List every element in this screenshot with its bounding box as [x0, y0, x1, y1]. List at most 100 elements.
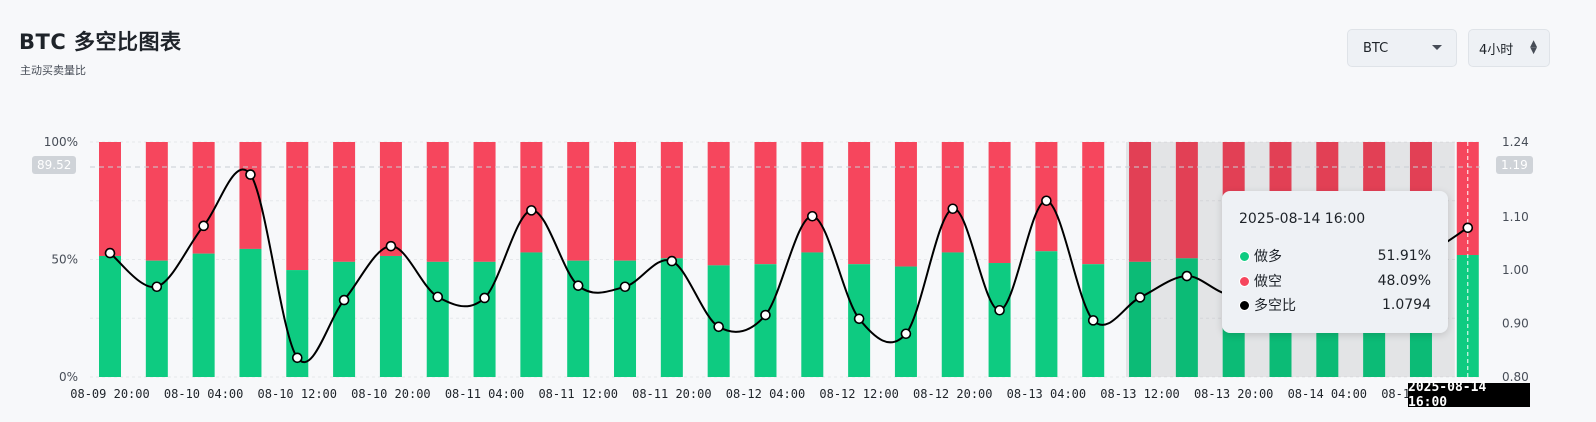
left-tick-label: 100%: [44, 135, 78, 149]
long-bar: [192, 253, 215, 377]
tooltip-label-short: 做空: [1254, 274, 1282, 290]
right-tick-label: 0.80: [1502, 370, 1529, 384]
short-bar: [426, 142, 449, 262]
ratio-point: [338, 294, 350, 306]
period-select[interactable]: 4小时 ▲ ▼: [1468, 29, 1550, 67]
x-tick-label: 08-12 04:00: [726, 387, 805, 401]
short-bar: [1082, 142, 1105, 265]
x-tick-label: 08-12 12:00: [819, 387, 898, 401]
right-tick-label: 0.90: [1502, 317, 1529, 331]
long-bar: [333, 261, 356, 377]
long-bar: [894, 266, 917, 377]
short-bar: [660, 142, 683, 259]
right-tick-label: 1.24: [1502, 135, 1529, 149]
right-tick-label: 1.00: [1502, 263, 1529, 277]
x-tick-label: 08-13 04:00: [1007, 387, 1086, 401]
long-bar: [426, 261, 449, 377]
coin-select[interactable]: BTC: [1347, 29, 1457, 67]
left-tick-label: 0%: [59, 370, 78, 384]
long-bar: [99, 255, 121, 377]
ratio-point: [432, 291, 444, 303]
x-tick-label: 08-12 20:00: [913, 387, 992, 401]
short-bar: [614, 142, 637, 261]
short-bar: [239, 142, 262, 249]
short-bar: [520, 142, 543, 253]
short-bar: [192, 142, 215, 254]
ratio-point: [1087, 315, 1099, 326]
short-bar: [1175, 142, 1198, 259]
ratio-point: [806, 210, 818, 222]
coin-select-value: BTC: [1363, 40, 1389, 56]
ratio-point: [291, 352, 303, 364]
long-bar: [520, 252, 543, 377]
long-bar: [1129, 261, 1152, 377]
ratio-dot-icon: [1239, 299, 1250, 311]
x-tick-label: 08-11 20:00: [632, 387, 711, 401]
long-bar: [801, 252, 824, 377]
ratio-point: [385, 240, 397, 252]
long-bar: [707, 265, 730, 377]
x-tick-label: 08-11 12:00: [538, 387, 617, 401]
long-bar: [660, 258, 683, 377]
short-bar: [941, 142, 964, 253]
long-bar: [988, 263, 1011, 377]
short-bar: [754, 142, 777, 265]
tooltip-label-ratio: 多空比: [1254, 298, 1296, 314]
short-bar: [379, 142, 402, 256]
ratio-point: [1041, 195, 1052, 207]
ratio-point: [713, 321, 724, 333]
ratio-point: [245, 169, 256, 180]
tooltip-value-ratio: 1.0794: [1382, 297, 1431, 313]
tooltip-row-short: 做空 48.09%: [1239, 271, 1431, 291]
short-bar: [801, 142, 824, 253]
long-bar: [754, 264, 777, 377]
ratio-point: [1462, 222, 1474, 234]
x-tick-label: 08-14 04:00: [1288, 387, 1367, 401]
ratio-point: [900, 328, 912, 340]
short-bar: [1129, 142, 1152, 262]
tooltip-date: 2025-08-14 16:00: [1239, 211, 1366, 227]
tooltip: 2025-08-14 16:00 做多 51.91% 做空 48.09% 多空比…: [1222, 191, 1448, 333]
ratio-point: [947, 203, 959, 215]
chart-subtitle: 主动买卖量比: [20, 64, 86, 77]
ratio-point: [104, 247, 116, 259]
ratio-point: [1181, 270, 1193, 282]
short-bar: [707, 142, 730, 266]
short-bar: [894, 142, 917, 267]
long-bar: [1456, 255, 1479, 377]
ratio-point: [760, 309, 771, 321]
long-bar: [1035, 251, 1058, 377]
ratio-point: [853, 313, 865, 325]
long-bar: [473, 261, 496, 377]
short-bar: [848, 142, 871, 265]
long-dot-icon: [1239, 250, 1250, 262]
ratio-point: [479, 292, 490, 304]
long-bar: [379, 255, 402, 377]
x-tick-label: 08-09 20:00: [70, 387, 149, 401]
x-tick-label: 08-13 20:00: [1194, 387, 1273, 401]
period-select-value: 4小时: [1479, 42, 1514, 58]
long-bar: [1175, 258, 1198, 377]
caret-down-icon: [1432, 45, 1442, 50]
up-down-chevron-icon: ▲ ▼: [1530, 39, 1537, 56]
ratio-point: [666, 255, 678, 267]
tooltip-row-long: 做多 51.91%: [1239, 246, 1431, 266]
short-bar: [333, 142, 356, 262]
ratio-point: [619, 281, 631, 293]
short-bar: [286, 142, 309, 271]
short-bar: [988, 142, 1011, 264]
long-bar: [614, 260, 637, 377]
short-dot-icon: [1239, 275, 1250, 287]
tooltip-row-ratio: 多空比 1.0794: [1239, 295, 1431, 315]
ratio-point: [994, 304, 1005, 316]
ratio-point: [198, 220, 209, 232]
crosshair-x-label: 2025-08-14 16:00: [1408, 380, 1530, 410]
x-tick-label: 08-10 04:00: [164, 387, 243, 401]
short-bar: [99, 142, 121, 256]
x-tick-label: 08-13 12:00: [1100, 387, 1179, 401]
left-tick-label: 50%: [51, 253, 78, 267]
short-bar: [473, 142, 496, 262]
ratio-point: [1134, 292, 1146, 303]
ratio-point: [572, 280, 584, 291]
